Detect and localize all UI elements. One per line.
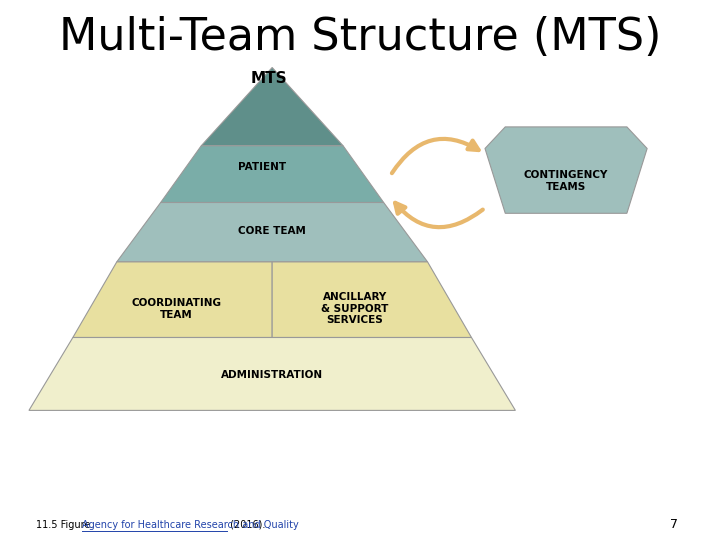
- Polygon shape: [485, 127, 647, 213]
- Text: (2016).: (2016).: [227, 520, 265, 530]
- Polygon shape: [272, 262, 472, 338]
- Text: 11.5 Figure.: 11.5 Figure.: [36, 520, 96, 530]
- Text: ANCILLARY
& SUPPORT
SERVICES: ANCILLARY & SUPPORT SERVICES: [321, 292, 388, 326]
- Text: COORDINATING
TEAM: COORDINATING TEAM: [131, 298, 221, 320]
- Polygon shape: [73, 262, 272, 338]
- Polygon shape: [117, 202, 428, 262]
- Text: CORE TEAM: CORE TEAM: [238, 226, 306, 236]
- Text: 7: 7: [670, 518, 678, 531]
- Text: PATIENT: PATIENT: [238, 163, 286, 172]
- Text: Multi-Team Structure (MTS): Multi-Team Structure (MTS): [59, 16, 661, 59]
- Text: CONTINGENCY
TEAMS: CONTINGENCY TEAMS: [524, 170, 608, 192]
- Text: ADMINISTRATION: ADMINISTRATION: [221, 370, 323, 380]
- Polygon shape: [29, 338, 516, 410]
- Text: MTS: MTS: [251, 71, 287, 86]
- Polygon shape: [201, 68, 343, 146]
- Polygon shape: [161, 146, 384, 202]
- Text: Agency for Healthcare Research and Quality: Agency for Healthcare Research and Quali…: [81, 520, 298, 530]
